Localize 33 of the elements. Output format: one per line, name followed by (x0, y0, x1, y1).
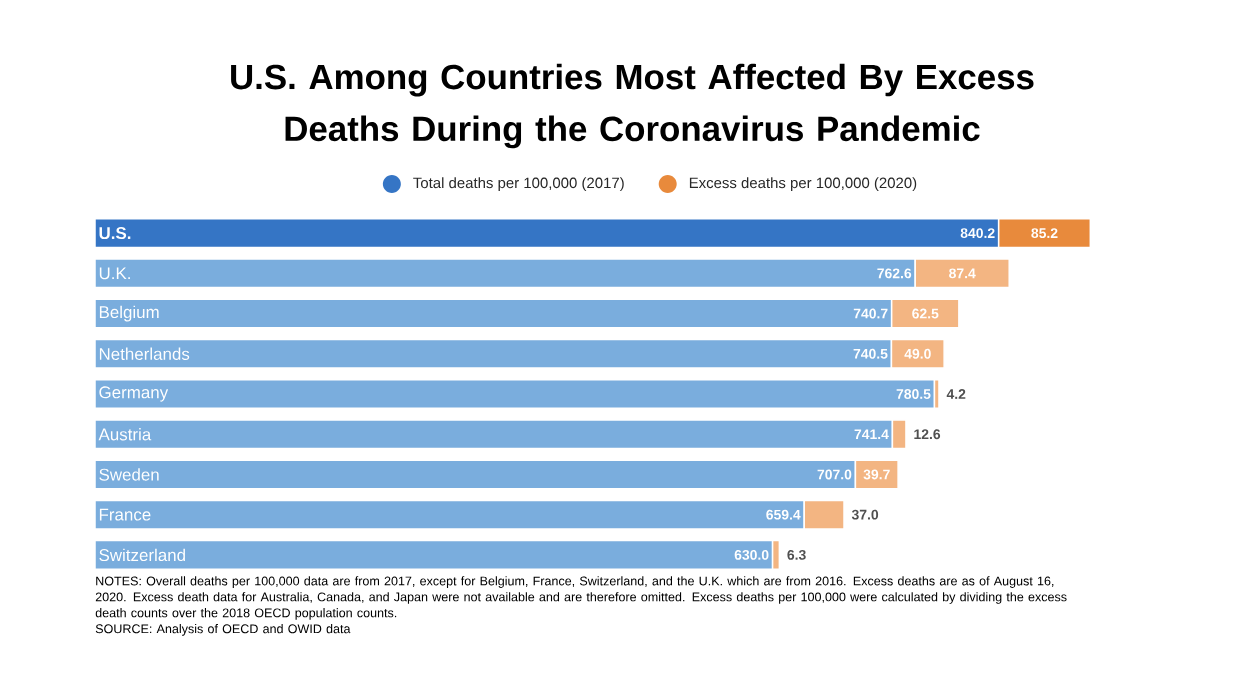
y-tick-label: France (99, 508, 151, 521)
y-tick-label: Netherlands (99, 347, 190, 361)
data-label: 62.5 (912, 308, 939, 319)
data-label: 6.3 (787, 549, 806, 560)
y-tick-label: Germany (99, 386, 169, 402)
data-label: 12.6 (914, 429, 941, 440)
source-note: SOURCE: Analysis of OECD and OWID data (95, 624, 351, 636)
y-tick-label: Sweden (99, 468, 159, 481)
data-label: 740.5 (853, 348, 888, 359)
data-label: 840.2 (960, 228, 995, 239)
data-label: 741.4 (854, 429, 889, 440)
data-label: 39.7 (863, 469, 890, 480)
data-label: 85.2 (1031, 228, 1058, 239)
legend-label: Total deaths per 100,000 (2017) (413, 177, 624, 192)
data-label: 37.0 (851, 509, 879, 520)
data-label: 630.0 (734, 549, 769, 560)
y-tick-label: U.S. (99, 227, 131, 240)
bar (94, 378, 936, 410)
data-label: 707.0 (817, 469, 852, 480)
data-label: 762.6 (877, 268, 912, 279)
text: NOTES: Overall deaths per 100,000 data are from 2017, except for Belgium, France, Switzerland, and the U.K. which are from 2016. Excess deaths are as of August 16, 2020. Excess death data for Australia, Canada, and Japan were not available and are therefore omitted. Excess deaths per 100,000 were calculated by dividing the excess death counts over the 2018 OECD population counts. (95, 576, 1067, 620)
y-tick-label: Austria (98, 428, 152, 441)
data-label: 49.0 (904, 348, 931, 359)
y-tick-label: U.K. (99, 267, 130, 280)
legend-label: Excess deaths per 100,000 (2020) (689, 177, 917, 192)
chart-title: U.S. Among Countries Most Affected By Excess Deaths During the Coronavirus Pandemic (231, 63, 1034, 149)
data-label: 780.5 (896, 389, 931, 399)
y-tick-label: Switzerland (99, 548, 185, 562)
data-label: 87.4 (949, 268, 976, 279)
data-label: 740.7 (853, 308, 888, 319)
data-label: 659.4 (766, 509, 801, 520)
y-tick-label: Belgium (99, 305, 159, 322)
data-label: 4.2 (946, 389, 966, 399)
